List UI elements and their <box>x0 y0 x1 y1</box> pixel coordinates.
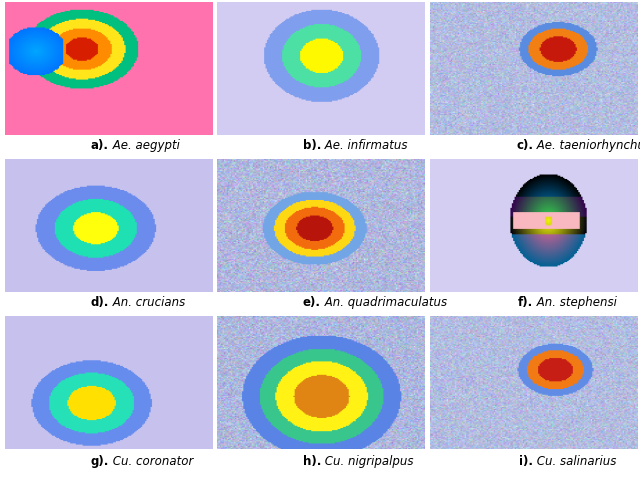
Text: Ae. aegypti: Ae. aegypti <box>109 139 180 152</box>
Text: Cu. nigripalpus: Cu. nigripalpus <box>321 455 413 468</box>
Text: e).: e). <box>303 296 321 309</box>
Text: d).: d). <box>90 296 109 309</box>
Text: An. stephensi: An. stephensi <box>533 296 617 309</box>
Text: h).: h). <box>303 455 321 468</box>
Text: g).: g). <box>90 455 109 468</box>
Text: An. crucians: An. crucians <box>109 296 185 309</box>
Text: Ae. taeniorhynchus: Ae. taeniorhynchus <box>533 139 640 152</box>
Text: a).: a). <box>91 139 109 152</box>
Text: Cu. coronator: Cu. coronator <box>109 455 193 468</box>
Text: b).: b). <box>303 139 321 152</box>
Text: i).: i). <box>519 455 533 468</box>
Text: f).: f). <box>518 296 533 309</box>
Text: An. quadrimaculatus: An. quadrimaculatus <box>321 296 447 309</box>
Text: c).: c). <box>516 139 533 152</box>
Text: Ae. infirmatus: Ae. infirmatus <box>321 139 408 152</box>
Text: Cu. salinarius: Cu. salinarius <box>533 455 616 468</box>
